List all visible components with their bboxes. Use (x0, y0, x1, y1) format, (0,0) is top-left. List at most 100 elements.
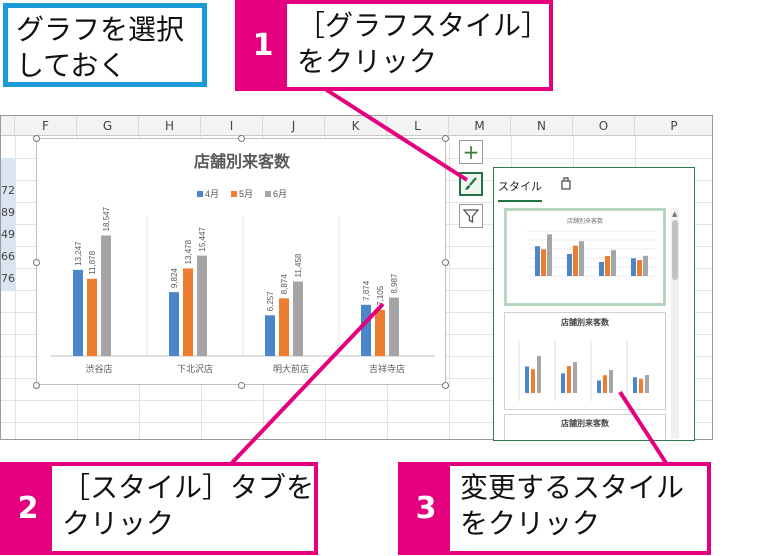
resize-handle[interactable] (238, 135, 245, 142)
step-number: 2 (4, 466, 52, 551)
bar[interactable] (73, 269, 83, 356)
callout-line: をクリック (297, 45, 438, 78)
thumbnail-bar (537, 355, 541, 393)
legend-label: 6月 (273, 189, 287, 199)
data-label[interactable]: 7,105 (376, 285, 385, 306)
resize-handle[interactable] (442, 135, 449, 142)
callout-line: 変更するスタイル (460, 471, 685, 504)
data-label[interactable]: 13,247 (74, 241, 83, 266)
column-header-h[interactable]: H (139, 116, 201, 136)
legend-swatch (197, 191, 203, 197)
chart-area[interactable]: 店舗別来客数 4月 5月 6月 13,247 11,878 18,547 渋谷店 9,824… (33, 135, 449, 389)
category-label[interactable]: 渋谷店 (85, 363, 112, 374)
bar[interactable] (389, 297, 399, 356)
category-label[interactable]: 吉祥寺店 (369, 363, 405, 374)
thumbnail-bar (573, 362, 577, 393)
cell-value[interactable]: 49 (1, 224, 15, 246)
chart-elements-button[interactable]: + (459, 140, 483, 164)
data-label[interactable]: 11,878 (88, 250, 97, 274)
chart-title[interactable]: 店舗別来客数 (194, 152, 291, 171)
thumbnail-bar (637, 260, 642, 276)
bar[interactable] (293, 281, 303, 356)
scrollbar-track[interactable] (671, 208, 679, 438)
cell-value[interactable]: 89 (1, 202, 15, 224)
legend-swatch (265, 191, 271, 197)
bar[interactable] (375, 309, 385, 356)
tab-style[interactable]: スタイル (498, 178, 542, 202)
scrollbar-thumb[interactable] (672, 220, 678, 280)
bar[interactable] (197, 255, 207, 356)
data-label[interactable]: 13,478 (184, 239, 193, 264)
bar[interactable] (265, 315, 275, 356)
selected-cell-header[interactable] (1, 158, 15, 180)
thumbnail-bar (547, 234, 552, 276)
column-header-o[interactable]: O (573, 116, 635, 136)
style-thumbnail-2-chart (518, 341, 649, 401)
cell-value[interactable]: 72 (1, 180, 15, 202)
resize-handle[interactable] (442, 259, 449, 266)
column-header-i[interactable]: I (201, 116, 263, 136)
thumbnail-bar (599, 261, 604, 276)
bar[interactable] (101, 235, 111, 356)
callout-step1: 1 ［グラフスタイル］ をクリック (235, 0, 553, 91)
cell-value[interactable]: 76 (1, 268, 15, 290)
resize-handle[interactable] (238, 382, 245, 389)
column-header-f[interactable]: F (15, 116, 77, 136)
data-label[interactable]: 7,874 (362, 280, 371, 301)
thumbnail-bar (611, 250, 616, 276)
column-header-n[interactable]: N (511, 116, 573, 136)
data-label[interactable]: 9,824 (170, 268, 179, 289)
resize-handle[interactable] (33, 135, 40, 142)
tab-color[interactable] (560, 176, 572, 195)
category-label[interactable]: 下北沢店 (177, 363, 213, 374)
thumbnail-bar (609, 370, 613, 393)
data-label[interactable]: 18,547 (102, 206, 111, 231)
step-number: 1 (239, 4, 287, 87)
thumbnail-bar (603, 375, 607, 393)
thumbnail-bar (561, 373, 565, 393)
thumbnail-bar (597, 380, 601, 393)
column-header-m[interactable]: M (449, 116, 511, 136)
thumbnail-bar (567, 253, 572, 276)
bar[interactable] (183, 268, 193, 356)
paintbrush-icon (465, 177, 477, 190)
callout-line: クリック (62, 507, 175, 540)
chart-styles-button[interactable] (459, 172, 483, 196)
callout-line: をクリック (460, 507, 601, 540)
column-header-g[interactable]: G (77, 116, 139, 136)
column-header-k[interactable]: K (325, 116, 387, 136)
style-thumbnail-1[interactable]: 店舗別来客数 (504, 208, 666, 306)
data-label[interactable]: 15,447 (198, 227, 207, 252)
data-label[interactable]: 6,257 (266, 291, 275, 312)
cell-value[interactable]: 66 (1, 246, 15, 268)
data-label[interactable]: 8,874 (280, 274, 289, 295)
callout-line: しておく (16, 49, 127, 82)
scroll-up-icon[interactable]: ▲ (672, 210, 678, 218)
bar[interactable] (169, 292, 179, 356)
style-thumbnail-3[interactable]: 店舗別来客数 (504, 414, 666, 440)
category-label[interactable]: 明大前店 (273, 363, 309, 374)
thumbnail-bar (579, 241, 584, 276)
chart-style-pane: スタイル 店舗別来客数 店舗別来客数 店舗別来客数 ▲ (493, 167, 695, 441)
bar[interactable] (87, 278, 97, 356)
resize-handle[interactable] (33, 382, 40, 389)
data-label[interactable]: 11,458 (294, 253, 303, 277)
data-label[interactable]: 8,987 (390, 273, 399, 294)
column-header-j[interactable]: J (263, 116, 325, 136)
style-thumbnail-2[interactable]: 店舗別来客数 (504, 312, 666, 410)
chart-filters-button[interactable] (459, 204, 483, 228)
resize-handle[interactable] (33, 259, 40, 266)
resize-handle[interactable] (442, 382, 449, 389)
chart-legend[interactable]: 4月 5月 6月 (197, 189, 287, 199)
thumbnail-bar (639, 378, 643, 393)
thumbnail-bar (631, 258, 636, 276)
step-number: 3 (402, 466, 450, 551)
callout-line: グラフを選択 (16, 13, 185, 46)
column-header-p[interactable]: P (635, 116, 712, 136)
bar[interactable] (361, 304, 371, 356)
thumbnail-bar (531, 369, 535, 393)
legend-label: 5月 (239, 189, 253, 199)
column-header-l[interactable]: L (387, 116, 449, 136)
thumbnail-bar (643, 255, 648, 276)
bar[interactable] (279, 298, 289, 356)
